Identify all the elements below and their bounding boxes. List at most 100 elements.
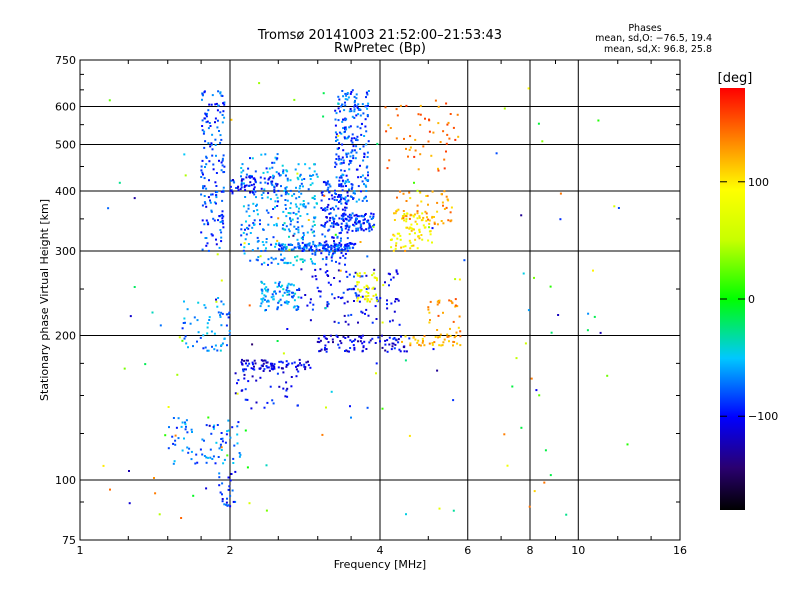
- data-point: [325, 183, 328, 186]
- data-point: [167, 406, 170, 408]
- data-point: [181, 327, 184, 330]
- data-point: [340, 227, 343, 230]
- data-point: [373, 268, 376, 271]
- data-point: [192, 345, 194, 348]
- data-point: [290, 220, 292, 223]
- data-point: [311, 231, 314, 234]
- data-point: [395, 269, 398, 272]
- data-point: [207, 349, 210, 352]
- data-point: [376, 277, 378, 280]
- data-point: [284, 199, 287, 201]
- data-point: [211, 193, 214, 196]
- data-point: [184, 423, 187, 426]
- data-point: [231, 489, 234, 492]
- data-point: [323, 348, 326, 351]
- data-point: [197, 301, 200, 304]
- data-point: [220, 169, 223, 172]
- data-point: [186, 431, 189, 434]
- data-point: [396, 114, 399, 117]
- data-point: [202, 334, 205, 337]
- data-point: [253, 186, 256, 189]
- data-point: [446, 335, 449, 338]
- data-point: [398, 232, 401, 235]
- data-point: [405, 220, 408, 223]
- data-point: [210, 193, 212, 196]
- data-point: [439, 333, 442, 336]
- data-point: [408, 227, 411, 230]
- data-point: [215, 194, 218, 197]
- data-point: [341, 296, 344, 299]
- data-point: [218, 215, 221, 217]
- data-point: [326, 305, 329, 308]
- data-point: [270, 182, 273, 185]
- data-point: [218, 246, 221, 249]
- data-point: [255, 379, 258, 382]
- data-point: [167, 447, 170, 450]
- data-point: [234, 500, 237, 503]
- data-point: [366, 255, 369, 258]
- data-point: [321, 258, 324, 261]
- data-point: [303, 363, 306, 366]
- data-point: [337, 102, 340, 105]
- data-point: [353, 243, 356, 246]
- data-point: [286, 387, 289, 390]
- data-point: [371, 287, 374, 290]
- data-point: [220, 311, 223, 314]
- data-point: [344, 130, 346, 133]
- chart-title: Tromsø 20141003 21:52:00–21:53:43: [257, 28, 502, 43]
- data-point: [210, 143, 213, 146]
- stats-heading: Phases: [628, 23, 661, 34]
- data-point: [393, 219, 396, 221]
- data-point: [214, 344, 217, 347]
- data-point: [209, 125, 212, 127]
- data-point: [431, 241, 433, 244]
- data-point: [416, 204, 419, 207]
- data-point: [219, 316, 222, 318]
- data-point: [437, 167, 439, 170]
- data-point: [310, 175, 313, 177]
- data-point: [336, 199, 338, 202]
- data-point: [272, 298, 275, 301]
- data-point: [306, 213, 309, 216]
- data-point: [263, 368, 266, 371]
- data-point: [291, 295, 293, 298]
- data-point: [221, 217, 224, 220]
- data-point: [348, 350, 350, 353]
- data-point: [375, 362, 378, 365]
- data-point: [353, 105, 356, 108]
- data-point: [243, 359, 246, 362]
- data-point: [251, 361, 254, 364]
- data-point: [335, 193, 337, 195]
- data-point: [278, 281, 281, 284]
- x-tick-label: 2: [227, 544, 234, 557]
- data-point: [203, 439, 205, 442]
- data-point: [201, 125, 204, 127]
- data-point: [409, 135, 412, 138]
- data-point: [361, 350, 364, 353]
- data-point: [351, 242, 354, 245]
- data-point: [358, 300, 361, 303]
- data-point: [352, 145, 355, 148]
- data-point: [320, 348, 323, 351]
- data-point: [244, 228, 246, 231]
- data-point: [335, 112, 338, 115]
- data-point: [202, 132, 205, 135]
- data-point: [373, 287, 376, 290]
- data-point: [222, 226, 225, 229]
- data-point: [527, 309, 530, 312]
- data-point: [351, 212, 354, 215]
- data-point: [301, 258, 304, 261]
- data-point: [410, 223, 413, 226]
- data-point: [210, 210, 213, 213]
- data-point: [364, 118, 367, 121]
- data-point: [429, 300, 432, 303]
- data-point: [363, 197, 366, 200]
- data-point: [213, 424, 216, 427]
- data-point: [339, 248, 342, 251]
- data-point: [326, 188, 329, 191]
- data-point: [218, 484, 221, 487]
- data-point: [352, 154, 355, 157]
- data-point: [219, 443, 222, 446]
- data-point: [450, 219, 453, 222]
